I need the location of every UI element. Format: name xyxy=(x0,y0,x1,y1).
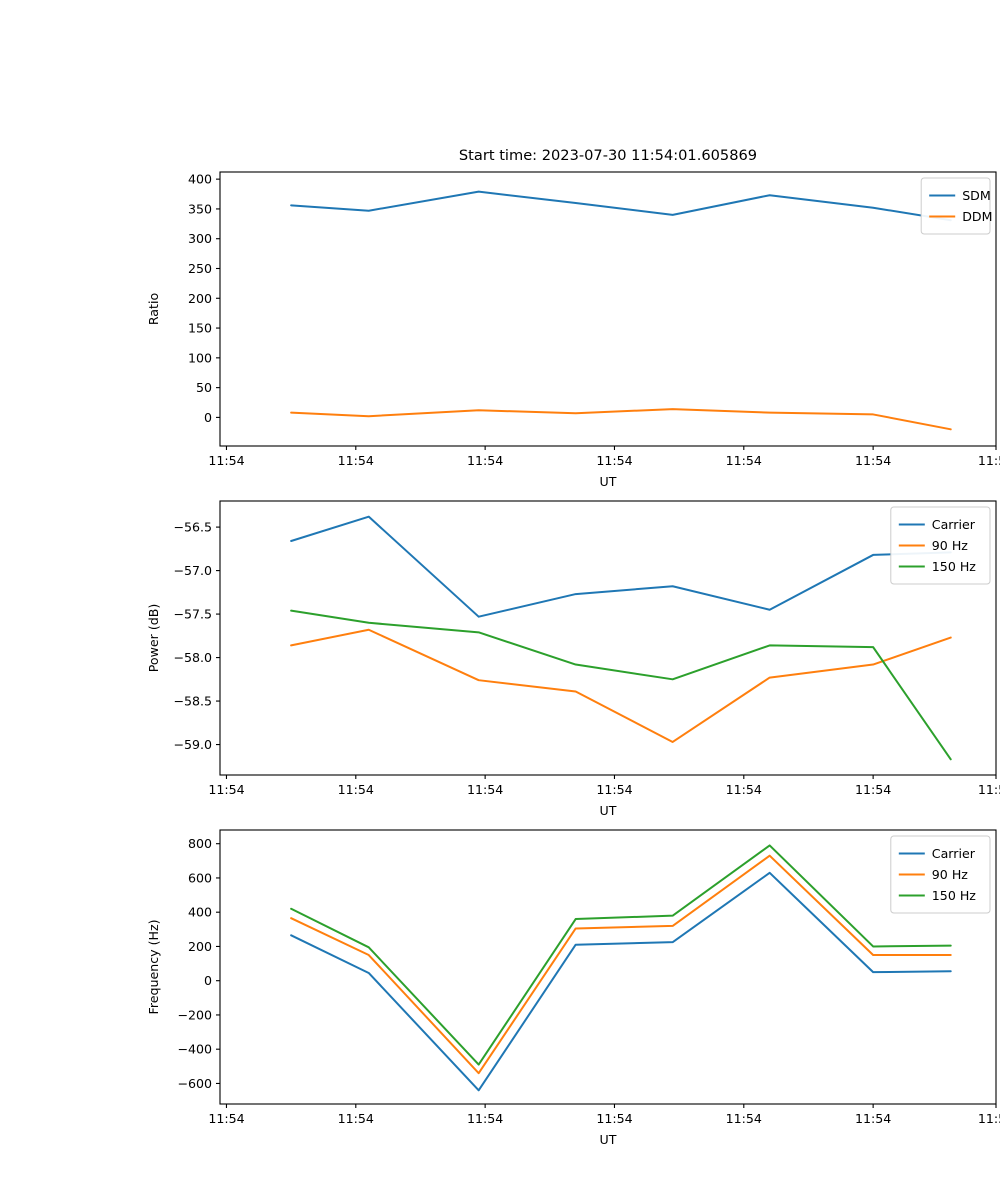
x-tick-label: 11:54 xyxy=(596,453,632,468)
y-tick-label: 200 xyxy=(188,939,212,954)
x-tick-label: 11:54 xyxy=(208,453,244,468)
chart-power-plot: 11:54 11:54 11:54 11:54 11:54 11:54 11:55 −56.5… xyxy=(146,500,1000,818)
y-axis-label: Frequency (Hz) xyxy=(146,920,161,1015)
x-tick-label: 11:54 xyxy=(596,1111,632,1126)
series-line-90-hz xyxy=(290,854,952,1075)
x-tick-label: 11:54 xyxy=(208,782,244,797)
series-line-ddm xyxy=(290,408,952,431)
legend-label-sdm: SDM xyxy=(962,188,991,203)
y-tick-label: −57.5 xyxy=(173,607,212,622)
chart-frequency-plot: 11:54 11:54 11:54 11:54 11:54 11:54 11:55 −600 −… xyxy=(146,829,1000,1147)
legend-box xyxy=(890,506,991,585)
series-line-carrier xyxy=(290,515,952,618)
series-line-150-hz xyxy=(290,844,952,1066)
y-tick-label: 200 xyxy=(188,291,212,306)
x-tick-label: 11:54 xyxy=(726,453,762,468)
panel-ratio: Start time: 2023-07-30 11:54:01.605869 11… xyxy=(125,138,1000,504)
x-tick-label: 11:54 xyxy=(726,1111,762,1126)
y-tick-label: 600 xyxy=(188,870,212,885)
chart-title: Start time: 2023-07-30 11:54:01.605869 xyxy=(459,147,757,164)
y-tick-label: −200 xyxy=(177,1007,212,1022)
y-tick-label: −58.0 xyxy=(173,650,212,665)
x-tick-label: 11:54 xyxy=(855,1111,891,1126)
y-tick-label: 250 xyxy=(188,261,212,276)
legend-box xyxy=(890,835,991,914)
y-tick-label: −400 xyxy=(177,1042,212,1057)
x-tick-label: 11:54 xyxy=(208,1111,244,1126)
x-tick-label: 11:55 xyxy=(978,782,1000,797)
x-axis-label: UT xyxy=(600,803,617,818)
panel-frequency: 11:54 11:54 11:54 11:54 11:54 11:54 11:55 −600 −… xyxy=(125,796,1000,1162)
y-tick-label: 400 xyxy=(188,172,212,187)
legend-frequency-plot: Carrier 90 Hz 150 Hz xyxy=(890,835,991,914)
y-tick-label: 50 xyxy=(196,380,212,395)
x-axis-label: UT xyxy=(600,1132,617,1147)
y-tick-label: 100 xyxy=(188,350,212,365)
axes-frame xyxy=(219,171,997,447)
legend-label-carrier: Carrier xyxy=(932,517,976,532)
y-tick-label: −57.0 xyxy=(173,563,212,578)
chart-ratio-plot: Start time: 2023-07-30 11:54:01.605869 11… xyxy=(146,147,1000,489)
y-tick-label: −58.5 xyxy=(173,694,212,709)
axes-frame xyxy=(219,829,997,1105)
x-tick-label: 11:54 xyxy=(726,782,762,797)
legend-label-ddm: DDM xyxy=(962,209,992,224)
legend-label-90-hz: 90 Hz xyxy=(932,538,968,553)
legend-label-150-hz: 150 Hz xyxy=(932,888,977,903)
panel-power: 11:54 11:54 11:54 11:54 11:54 11:54 11:55 −56.5… xyxy=(125,467,1000,833)
series-line-90-hz xyxy=(290,628,952,743)
legend-label-150-hz: 150 Hz xyxy=(932,559,977,574)
x-tick-label: 11:54 xyxy=(596,782,632,797)
y-tick-label: 0 xyxy=(204,973,212,988)
y-tick-label: 0 xyxy=(204,410,212,425)
x-tick-label: 11:54 xyxy=(467,782,503,797)
axes-frame xyxy=(219,500,997,776)
y-tick-label: 150 xyxy=(188,321,212,336)
y-tick-label: 800 xyxy=(188,836,212,851)
legend-power-plot: Carrier 90 Hz 150 Hz xyxy=(890,506,991,585)
x-tick-label: 11:54 xyxy=(338,1111,374,1126)
x-tick-label: 11:55 xyxy=(978,1111,1000,1126)
y-tick-label: −59.0 xyxy=(173,737,212,752)
x-tick-label: 11:54 xyxy=(855,453,891,468)
series-line-sdm xyxy=(290,190,952,222)
legend-label-carrier: Carrier xyxy=(932,846,976,861)
y-tick-label: −600 xyxy=(177,1076,212,1091)
series-line-150-hz xyxy=(290,609,952,761)
legend-label-90-hz: 90 Hz xyxy=(932,867,968,882)
x-tick-label: 11:54 xyxy=(467,1111,503,1126)
legend-ratio-plot: SDM DDM xyxy=(920,177,992,235)
y-tick-label: 300 xyxy=(188,231,212,246)
y-tick-label: 350 xyxy=(188,201,212,216)
y-tick-label: −56.5 xyxy=(173,520,212,535)
legend-box xyxy=(920,177,991,235)
x-tick-label: 11:54 xyxy=(855,782,891,797)
x-tick-label: 11:54 xyxy=(338,453,374,468)
y-axis-label: Power (dB) xyxy=(146,604,161,673)
y-axis-label: Ratio xyxy=(146,293,161,326)
x-tick-label: 11:54 xyxy=(338,782,374,797)
x-axis-label: UT xyxy=(600,474,617,489)
x-tick-label: 11:55 xyxy=(978,453,1000,468)
series-line-carrier xyxy=(290,871,952,1092)
x-tick-label: 11:54 xyxy=(467,453,503,468)
y-tick-label: 400 xyxy=(188,905,212,920)
